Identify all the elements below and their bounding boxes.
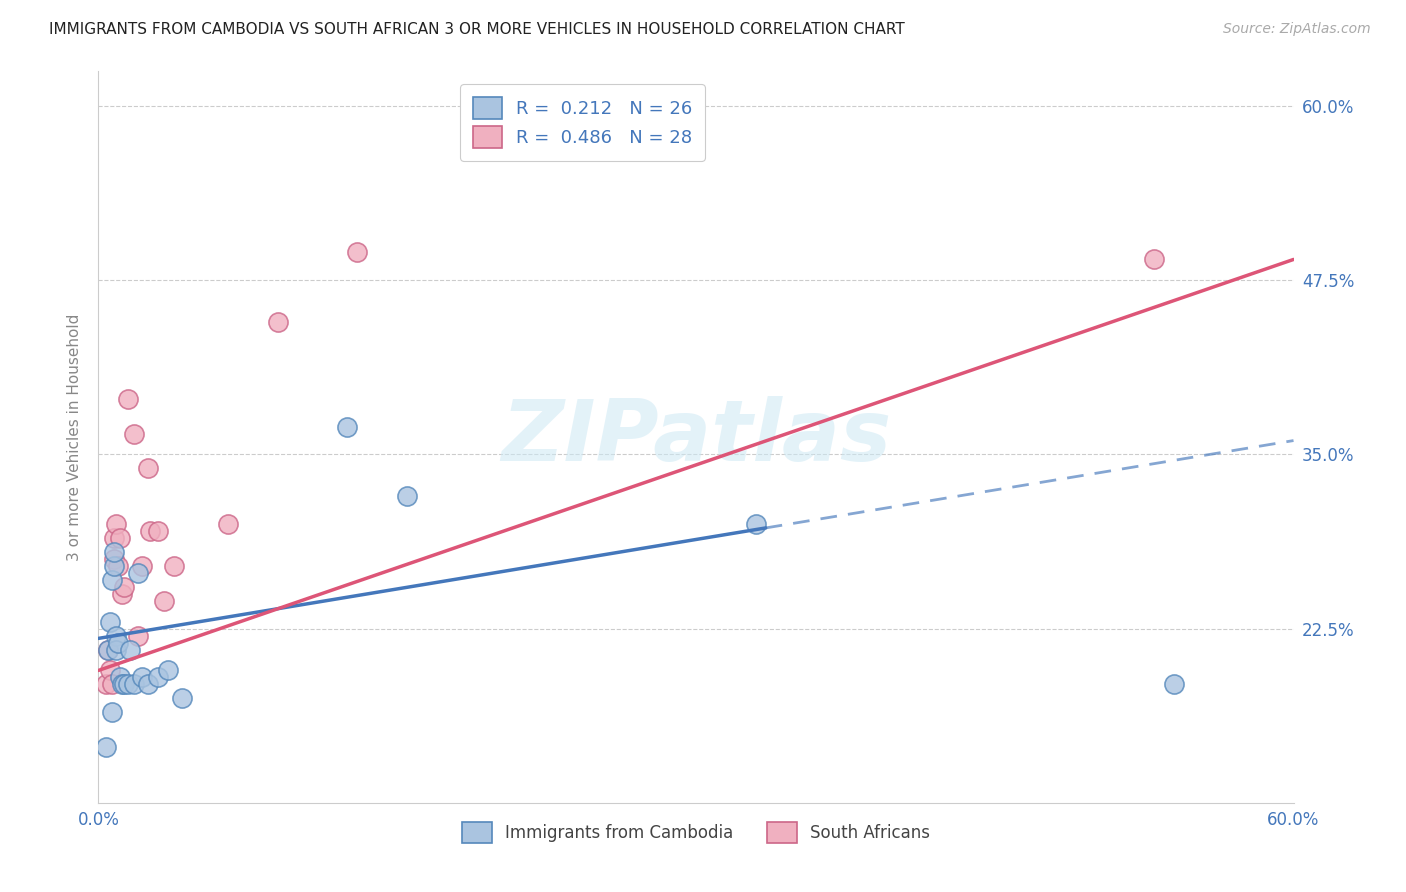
Point: [117, 392, 139, 406]
Point: [103, 552, 125, 566]
Point: [111, 677, 134, 691]
Text: ZIPatlas: ZIPatlas: [501, 395, 891, 479]
Point: [124, 677, 146, 691]
Point: [217, 517, 239, 532]
Point: [112, 580, 135, 594]
Point: [105, 642, 128, 657]
Point: [127, 566, 149, 580]
Point: [107, 558, 129, 573]
Point: [98, 615, 122, 629]
Point: [103, 558, 125, 573]
Legend: Immigrants from Cambodia, South Africans: Immigrants from Cambodia, South Africans: [456, 815, 936, 849]
Point: [103, 545, 125, 559]
Point: [163, 558, 186, 573]
Point: [1143, 252, 1166, 267]
Point: [131, 670, 153, 684]
Point: [120, 642, 142, 657]
Point: [105, 629, 128, 643]
Point: [96, 740, 118, 755]
Point: [98, 664, 122, 678]
Point: [105, 517, 128, 532]
Y-axis label: 3 or more Vehicles in Household: 3 or more Vehicles in Household: [67, 313, 83, 561]
Point: [110, 531, 132, 545]
Point: [157, 664, 180, 678]
Point: [1163, 677, 1185, 691]
Point: [131, 558, 153, 573]
Point: [148, 670, 170, 684]
Point: [96, 677, 118, 691]
Point: [124, 426, 146, 441]
Point: [127, 629, 149, 643]
Text: IMMIGRANTS FROM CAMBODIA VS SOUTH AFRICAN 3 OR MORE VEHICLES IN HOUSEHOLD CORREL: IMMIGRANTS FROM CAMBODIA VS SOUTH AFRICA…: [49, 22, 905, 37]
Point: [107, 635, 129, 649]
Point: [136, 677, 159, 691]
Point: [346, 245, 368, 260]
Point: [111, 587, 134, 601]
Point: [136, 461, 159, 475]
Point: [97, 642, 120, 657]
Point: [336, 419, 359, 434]
Point: [97, 642, 120, 657]
Point: [139, 524, 162, 538]
Point: [745, 517, 768, 532]
Point: [117, 677, 139, 691]
Text: Source: ZipAtlas.com: Source: ZipAtlas.com: [1223, 22, 1371, 37]
Point: [101, 573, 124, 587]
Point: [396, 489, 419, 503]
Point: [153, 594, 176, 608]
Point: [148, 524, 170, 538]
Point: [101, 677, 124, 691]
Point: [110, 670, 132, 684]
Point: [112, 677, 135, 691]
Point: [103, 531, 125, 545]
Point: [101, 705, 124, 719]
Point: [267, 315, 290, 329]
Point: [172, 691, 194, 706]
